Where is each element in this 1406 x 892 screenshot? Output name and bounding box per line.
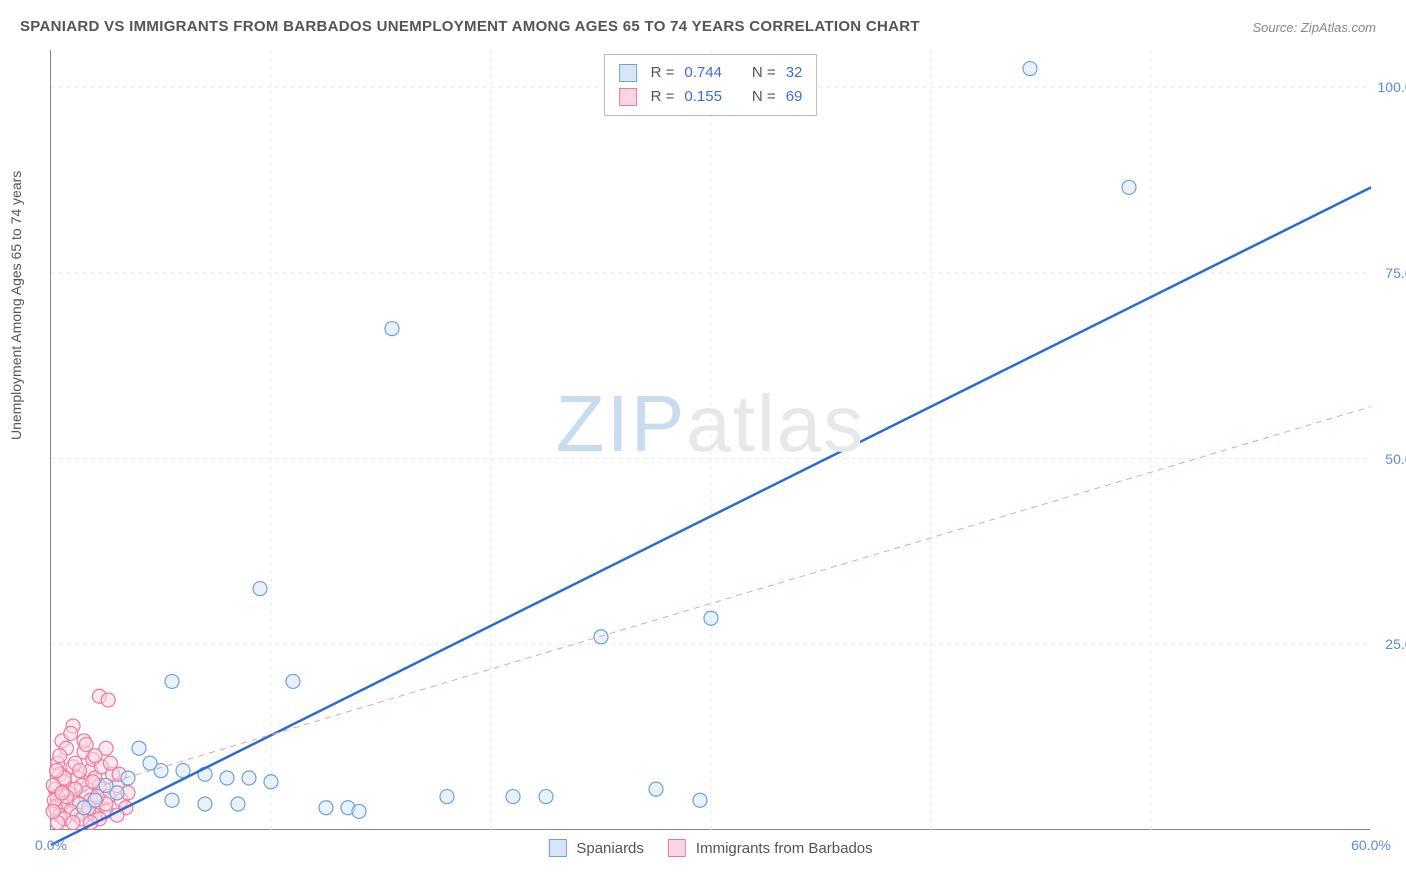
scatter-plot: ZIPatlas R = 0.744 N = 32 R = 0.155 N = … (50, 50, 1370, 830)
data-point (64, 726, 78, 740)
y-axis-label: Unemployment Among Ages 65 to 74 years (8, 171, 24, 440)
data-point (73, 764, 87, 778)
data-point (231, 797, 245, 811)
data-point (66, 816, 80, 830)
data-point (79, 738, 93, 752)
data-point (77, 801, 91, 815)
data-point (121, 771, 135, 785)
data-point (1023, 62, 1037, 76)
xtick-label: 0.0% (35, 837, 67, 853)
data-point (319, 801, 333, 815)
data-point (198, 797, 212, 811)
data-point (693, 793, 707, 807)
stats-r-value-0: 0.744 (684, 61, 722, 85)
data-point (101, 693, 115, 707)
data-point (50, 764, 64, 778)
stats-swatch-0 (619, 64, 637, 82)
data-point (165, 674, 179, 688)
chart-title: SPANIARD VS IMMIGRANTS FROM BARBADOS UNE… (20, 18, 920, 35)
data-point (220, 771, 234, 785)
data-point (132, 741, 146, 755)
legend-label-0: Spaniards (576, 840, 644, 857)
data-point (264, 775, 278, 789)
legend: Spaniards Immigrants from Barbados (548, 839, 872, 857)
stats-r-value-1: 0.155 (684, 85, 722, 109)
ytick-label: 50.0% (1385, 451, 1406, 467)
source-label: Source: ZipAtlas.com (1252, 20, 1376, 35)
ytick-label: 25.0% (1385, 636, 1406, 652)
data-point (253, 582, 267, 596)
data-point (1122, 180, 1136, 194)
data-point (53, 749, 67, 763)
data-point (286, 674, 300, 688)
stats-box: R = 0.744 N = 32 R = 0.155 N = 69 (604, 54, 818, 116)
stats-n-value-0: 32 (786, 61, 803, 85)
data-point (242, 771, 256, 785)
data-point (649, 782, 663, 796)
stats-r-label-1: R = (651, 85, 675, 109)
data-point (594, 630, 608, 644)
legend-item-1: Immigrants from Barbados (668, 839, 873, 857)
data-point (440, 790, 454, 804)
stats-r-label-0: R = (651, 61, 675, 85)
data-point (539, 790, 553, 804)
stats-swatch-1 (619, 88, 637, 106)
xtick-label: 60.0% (1351, 837, 1391, 853)
stats-n-value-1: 69 (786, 85, 803, 109)
data-point (385, 322, 399, 336)
legend-label-1: Immigrants from Barbados (696, 840, 873, 857)
plot-svg (51, 50, 1370, 829)
ytick-label: 100.0% (1378, 79, 1406, 95)
data-point (506, 790, 520, 804)
ytick-label: 75.0% (1385, 265, 1406, 281)
legend-item-0: Spaniards (548, 839, 644, 857)
data-point (704, 611, 718, 625)
data-point (143, 756, 157, 770)
legend-swatch-1 (668, 839, 686, 857)
data-point (55, 786, 69, 800)
data-point (165, 793, 179, 807)
stats-n-label-1: N = (752, 85, 776, 109)
data-point (99, 778, 113, 792)
stats-row-1: R = 0.155 N = 69 (619, 85, 803, 109)
data-point (352, 804, 366, 818)
legend-swatch-0 (548, 839, 566, 857)
stats-row-0: R = 0.744 N = 32 (619, 61, 803, 85)
data-point (46, 804, 60, 818)
stats-n-label-0: N = (752, 61, 776, 85)
